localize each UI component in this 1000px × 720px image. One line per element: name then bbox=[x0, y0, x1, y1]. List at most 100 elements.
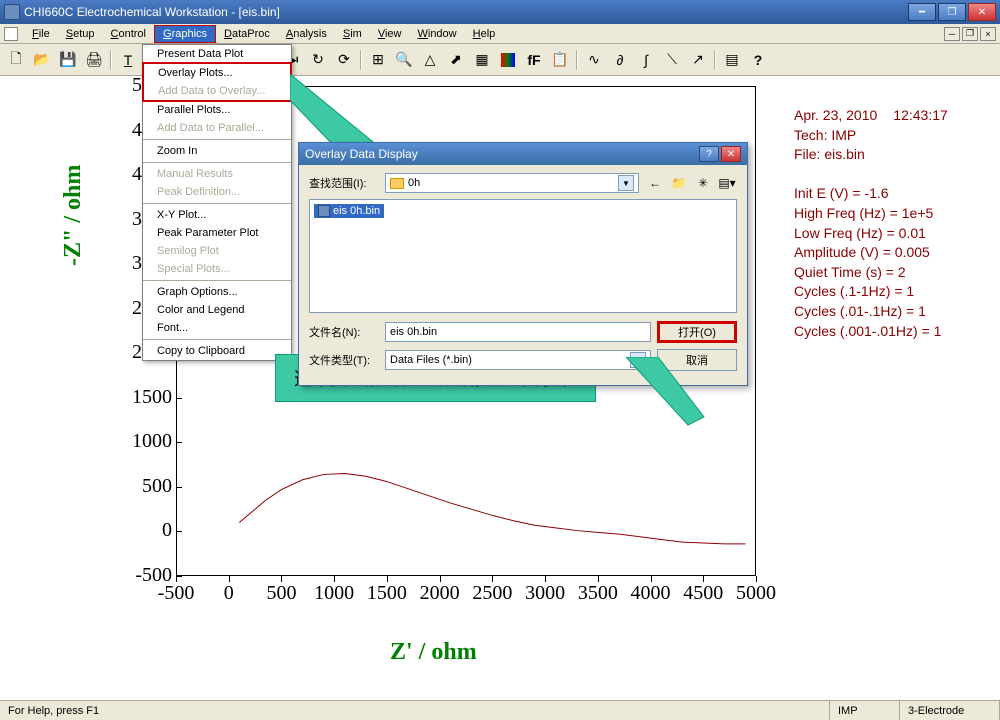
info-time: 12:43:17 bbox=[893, 106, 948, 126]
filetype-combo[interactable]: Data Files (*.bin) ▼ bbox=[385, 350, 651, 370]
menu-item-font---[interactable]: Font... bbox=[143, 319, 291, 337]
chevron-down-icon[interactable]: ▼ bbox=[618, 175, 634, 191]
back-icon[interactable]: ← bbox=[645, 174, 665, 192]
y-tick-label: 1000 bbox=[112, 430, 172, 453]
menu-dataproc[interactable]: DataProc bbox=[216, 26, 278, 42]
zoom-icon[interactable]: 🔍 bbox=[392, 48, 416, 72]
x-tick-label: 4000 bbox=[626, 582, 676, 605]
callout-arrow-2 bbox=[626, 357, 706, 427]
x-tick-label: 4500 bbox=[678, 582, 728, 605]
dialog-help-button[interactable]: ? bbox=[699, 146, 719, 162]
menu-item-semilog-plot: Semilog Plot bbox=[143, 242, 291, 260]
dialog-close-button[interactable]: ✕ bbox=[721, 146, 741, 162]
menu-item-copy-to-clipboard[interactable]: Copy to Clipboard bbox=[143, 342, 291, 360]
mdi-restore-button[interactable]: ❐ bbox=[962, 27, 978, 41]
info-line: Quiet Time (s) = 2 bbox=[794, 263, 994, 283]
open-icon[interactable]: 📂 bbox=[30, 48, 54, 72]
close-button[interactable]: ✕ bbox=[968, 3, 996, 21]
info-panel: Apr. 23, 2010 12:43:17 Tech: IMPFile: ei… bbox=[794, 106, 994, 341]
fit-icon[interactable]: ↗ bbox=[686, 48, 710, 72]
y-tick-label: 500 bbox=[112, 475, 172, 498]
view-menu-icon[interactable]: ▤▾ bbox=[717, 174, 737, 192]
menu-window[interactable]: Window bbox=[409, 26, 464, 42]
info-line bbox=[794, 165, 994, 185]
menu-item-present-data-plot[interactable]: Present Data Plot bbox=[143, 45, 291, 63]
print-icon[interactable]: 🖨 bbox=[82, 48, 106, 72]
font-icon[interactable]: fF bbox=[522, 48, 546, 72]
x-tick-label: 3500 bbox=[573, 582, 623, 605]
menu-setup[interactable]: Setup bbox=[58, 26, 103, 42]
menu-control[interactable]: Control bbox=[103, 26, 154, 42]
menu-analysis[interactable]: Analysis bbox=[278, 26, 335, 42]
mdi-minimize-button[interactable]: ─ bbox=[944, 27, 960, 41]
x-tick-label: 500 bbox=[256, 582, 306, 605]
integ-icon[interactable]: ∫ bbox=[634, 48, 658, 72]
help-icon[interactable]: ? bbox=[746, 48, 770, 72]
menu-sim[interactable]: Sim bbox=[335, 26, 370, 42]
baseline-icon[interactable]: ⟍ bbox=[660, 48, 684, 72]
graphics-dropdown: Present Data PlotOverlay Plots...Add Dat… bbox=[142, 44, 292, 361]
deriv-icon[interactable]: ∂ bbox=[608, 48, 632, 72]
menu-bar: FileSetupControlGraphicsDataProcAnalysis… bbox=[0, 24, 1000, 44]
menu-item-overlay-plots---[interactable]: Overlay Plots... bbox=[144, 64, 290, 82]
copy-icon[interactable]: 📋 bbox=[548, 48, 572, 72]
dialog-title-bar: Overlay Data Display ? ✕ bbox=[299, 143, 747, 165]
minimize-button[interactable]: ━ bbox=[908, 3, 936, 21]
save-icon[interactable]: 💾 bbox=[56, 48, 80, 72]
status-bar: For Help, press F1 IMP 3-Electrode bbox=[0, 700, 1000, 720]
filename-input[interactable]: eis 0h.bin bbox=[385, 322, 651, 342]
cycle-icon[interactable]: ↻ bbox=[306, 48, 330, 72]
menu-item-parallel-plots---[interactable]: Parallel Plots... bbox=[143, 101, 291, 119]
smooth-icon[interactable]: ∿ bbox=[582, 48, 606, 72]
menu-item-peak-parameter-plot[interactable]: Peak Parameter Plot bbox=[143, 224, 291, 242]
x-tick-label: 1000 bbox=[309, 582, 359, 605]
look-in-combo[interactable]: 0h ▼ bbox=[385, 173, 639, 193]
y-axis-label: -Z" / ohm bbox=[60, 165, 87, 266]
menu-item-graph-options---[interactable]: Graph Options... bbox=[143, 283, 291, 301]
x-tick-label: 2000 bbox=[415, 582, 465, 605]
peak-icon[interactable]: △ bbox=[418, 48, 442, 72]
info-line: Cycles (.001-.01Hz) = 1 bbox=[794, 322, 994, 342]
status-tech: IMP bbox=[830, 701, 900, 720]
menu-item-peak-definition---: Peak Definition... bbox=[143, 183, 291, 201]
overlay-data-dialog: Overlay Data Display ? ✕ 查找范围(I): 0h ▼ ←… bbox=[298, 142, 748, 386]
info-line: Amplitude (V) = 0.005 bbox=[794, 243, 994, 263]
menu-item-add-data-to-overlay---: Add Data to Overlay... bbox=[144, 82, 290, 100]
file-item-selected[interactable]: eis 0h.bin bbox=[314, 204, 384, 218]
tool-icon[interactable]: T̲ bbox=[116, 48, 140, 72]
report-icon[interactable]: ▤ bbox=[720, 48, 744, 72]
menu-item-zoom-in[interactable]: Zoom In bbox=[143, 142, 291, 160]
options-icon[interactable]: ▦ bbox=[470, 48, 494, 72]
open-button[interactable]: 打开(O) bbox=[657, 321, 737, 343]
menu-help[interactable]: Help bbox=[465, 26, 504, 42]
y-tick-label: 1500 bbox=[112, 386, 172, 409]
info-line: Tech: IMP bbox=[794, 126, 994, 146]
color-icon[interactable] bbox=[496, 48, 520, 72]
new-folder-icon[interactable]: ✳ bbox=[693, 174, 713, 192]
x-tick-label: 0 bbox=[204, 582, 254, 605]
menu-item-manual-results: Manual Results bbox=[143, 165, 291, 183]
x-tick-label: 3000 bbox=[520, 582, 570, 605]
mdi-close-button[interactable]: × bbox=[980, 27, 996, 41]
status-help: For Help, press F1 bbox=[0, 701, 830, 720]
menu-graphics[interactable]: Graphics bbox=[154, 25, 216, 43]
maximize-button[interactable]: ❐ bbox=[938, 3, 966, 21]
xy-icon[interactable]: ⬈ bbox=[444, 48, 468, 72]
menu-item-x-y-plot---[interactable]: X-Y Plot... bbox=[143, 206, 291, 224]
x-tick-label: 5000 bbox=[731, 582, 781, 605]
file-list[interactable]: eis 0h.bin bbox=[309, 199, 737, 313]
look-in-label: 查找范围(I): bbox=[309, 175, 379, 191]
menu-item-color-and-legend[interactable]: Color and Legend bbox=[143, 301, 291, 319]
overlay-icon[interactable]: ⊞ bbox=[366, 48, 390, 72]
menu-file[interactable]: File bbox=[24, 26, 58, 42]
window-controls: ━ ❐ ✕ bbox=[908, 3, 996, 21]
y-tick-label: 0 bbox=[112, 519, 172, 542]
up-folder-icon[interactable]: 📁 bbox=[669, 174, 689, 192]
filetype-label: 文件类型(T): bbox=[309, 352, 379, 368]
refresh-icon[interactable]: ⟳ bbox=[332, 48, 356, 72]
info-line: Low Freq (Hz) = 0.01 bbox=[794, 224, 994, 244]
info-line: File: eis.bin bbox=[794, 145, 994, 165]
new-icon[interactable]: 🗋 bbox=[4, 48, 28, 72]
menu-item-special-plots---: Special Plots... bbox=[143, 260, 291, 278]
menu-view[interactable]: View bbox=[370, 26, 410, 42]
